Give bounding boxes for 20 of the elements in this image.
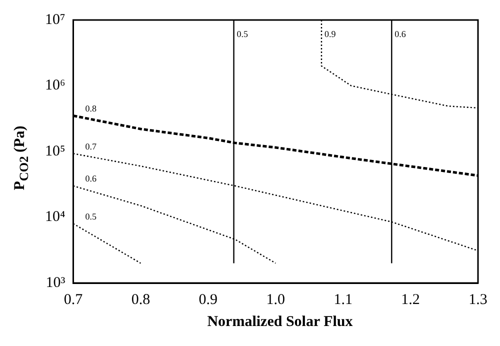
x-tick-label: 0.8 <box>131 292 150 308</box>
y-tick-label: 10⁷ <box>44 12 66 28</box>
series-label: 0.5 <box>236 28 249 39</box>
x-tick-label: 1.0 <box>266 292 285 308</box>
x-tick-label: 1.3 <box>468 292 488 308</box>
y-tick-label: 10⁵ <box>44 143 66 160</box>
series-label: 0.7 <box>85 141 97 152</box>
series-label: 0.9 <box>324 28 336 39</box>
series-label: 0.8 <box>85 104 97 114</box>
series-label: 0.5 <box>85 211 97 222</box>
series-label: 0.6 <box>394 28 406 39</box>
x-tick-label: 1.2 <box>401 292 420 308</box>
y-tick-label: 10⁶ <box>44 78 66 94</box>
series-label: 0.6 <box>85 174 97 184</box>
x-tick-label: 0.9 <box>198 292 218 308</box>
y-tick-label: 10⁴ <box>44 209 66 226</box>
y-tick-label: 10³ <box>46 274 66 291</box>
x-axis-title: Normalized Solar Flux <box>206 314 354 331</box>
x-tick-label: 0.7 <box>64 292 84 308</box>
x-tick-label: 1.1 <box>334 292 352 308</box>
